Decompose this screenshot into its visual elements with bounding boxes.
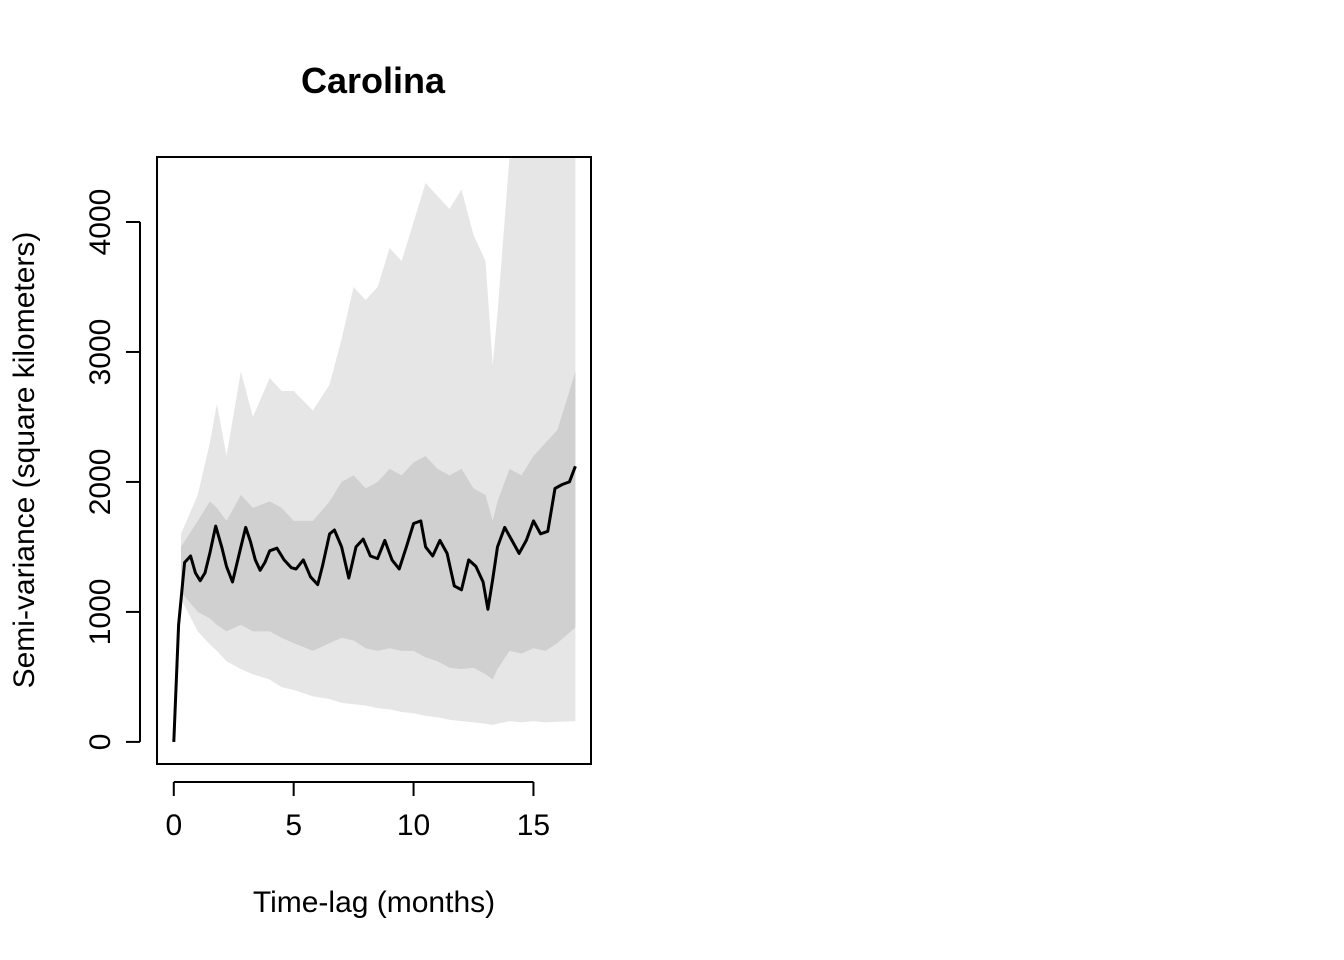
y-tick-label: 4000 [84,189,117,256]
x-axis: 0 5 10 15 [165,782,550,842]
y-tick-label: 1000 [84,579,117,646]
y-tick-label: 0 [84,734,117,751]
y-tick-label: 2000 [84,449,117,516]
x-tick-label: 10 [397,809,430,842]
y-tick-label: 3000 [84,319,117,386]
x-tick-label: 5 [285,809,302,842]
chart-title: Carolina [301,60,446,101]
x-tick-label: 0 [165,809,182,842]
y-axis-label: Semi-variance (square kilometers) [8,232,41,689]
y-axis: 0 1000 2000 3000 4000 [84,189,140,751]
plot-area [174,157,576,742]
x-axis-label: Time-lag (months) [253,886,495,919]
x-tick-label: 15 [517,809,550,842]
